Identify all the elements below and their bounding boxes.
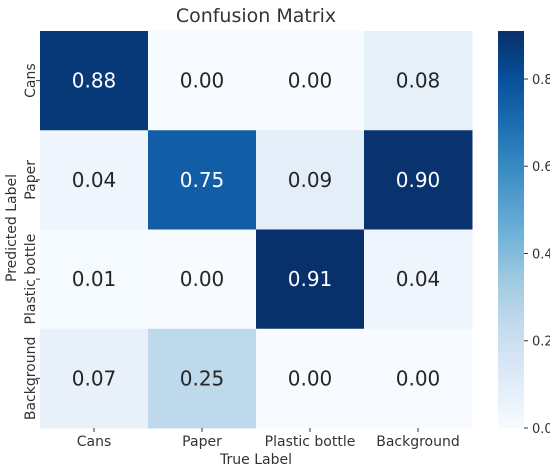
heatmap-cell bbox=[40, 130, 149, 230]
cell-value-label: 0.75 bbox=[180, 168, 225, 192]
cell-value-label: 0.88 bbox=[72, 69, 117, 93]
heatmap-cell bbox=[364, 31, 473, 131]
cell-value-label: 0.04 bbox=[396, 267, 441, 291]
colorbar-tick-label: 0.2 bbox=[532, 335, 550, 350]
x-axis-label: True Label bbox=[219, 452, 292, 468]
colorbar-gradient bbox=[498, 31, 524, 428]
cell-value-label: 0.00 bbox=[180, 267, 225, 291]
cell-value-label: 0.91 bbox=[288, 267, 333, 291]
heatmap-cell bbox=[364, 328, 473, 429]
heatmap-cell bbox=[40, 31, 149, 131]
cell-value-label: 0.90 bbox=[396, 168, 441, 192]
colorbar-tick-label: 0.0 bbox=[532, 422, 550, 437]
heatmap-cell bbox=[364, 130, 473, 230]
y-tick-label: Plastic bottle bbox=[23, 234, 39, 325]
y-tick-label: Background bbox=[23, 337, 39, 421]
heatmap-cell bbox=[40, 328, 149, 429]
colorbar-tick-label: 0.8 bbox=[532, 73, 550, 88]
y-tick-label: Cans bbox=[23, 63, 39, 98]
cell-value-label: 0.00 bbox=[288, 69, 333, 93]
y-tick-labels: Cans Paper Plastic bottle Background bbox=[23, 63, 40, 420]
colorbar-tick-label: 0.4 bbox=[532, 247, 550, 262]
heatmap-cell bbox=[256, 229, 365, 330]
chart-title: Confusion Matrix bbox=[176, 5, 336, 27]
cell-value-label: 0.09 bbox=[288, 168, 333, 192]
cell-value-label: 0.04 bbox=[72, 168, 117, 192]
x-tick-labels: Cans Paper Plastic bottle Background bbox=[77, 428, 460, 450]
x-tick-label: Plastic bottle bbox=[265, 434, 356, 450]
y-axis-label: Predicted Label bbox=[4, 174, 20, 282]
heatmap-cell bbox=[364, 229, 473, 330]
heatmap-cell bbox=[256, 31, 365, 131]
heatmap-cell bbox=[256, 328, 365, 429]
colorbar-tick-labels: 0.0 0.2 0.4 0.6 0.8 bbox=[524, 73, 550, 437]
heatmap-cell bbox=[148, 229, 257, 330]
heatmap-cell bbox=[256, 130, 365, 230]
heatmap-cell bbox=[148, 328, 257, 429]
cell-value-label: 0.07 bbox=[72, 366, 117, 390]
x-tick-label: Paper bbox=[182, 434, 222, 450]
x-tick-label: Background bbox=[376, 434, 460, 450]
heatmap-cell bbox=[148, 130, 257, 230]
heatmap-cell bbox=[148, 31, 257, 131]
colorbar bbox=[498, 31, 524, 428]
cell-value-label: 0.00 bbox=[396, 366, 441, 390]
x-tick-label: Cans bbox=[77, 434, 112, 450]
cell-value-label: 0.00 bbox=[180, 69, 225, 93]
cell-value-label: 0.08 bbox=[396, 69, 441, 93]
cell-value-label: 0.01 bbox=[72, 267, 117, 291]
y-tick-label: Paper bbox=[23, 160, 39, 200]
heatmap-cells: 0.88 0.00 0.00 0.08 0.04 0.75 0.09 0.90 0.01 0.00… bbox=[40, 31, 473, 429]
cell-value-label: 0.25 bbox=[180, 366, 225, 390]
heatmap-cell bbox=[40, 229, 149, 330]
colorbar-tick-label: 0.6 bbox=[532, 160, 550, 175]
cell-value-label: 0.00 bbox=[288, 366, 333, 390]
